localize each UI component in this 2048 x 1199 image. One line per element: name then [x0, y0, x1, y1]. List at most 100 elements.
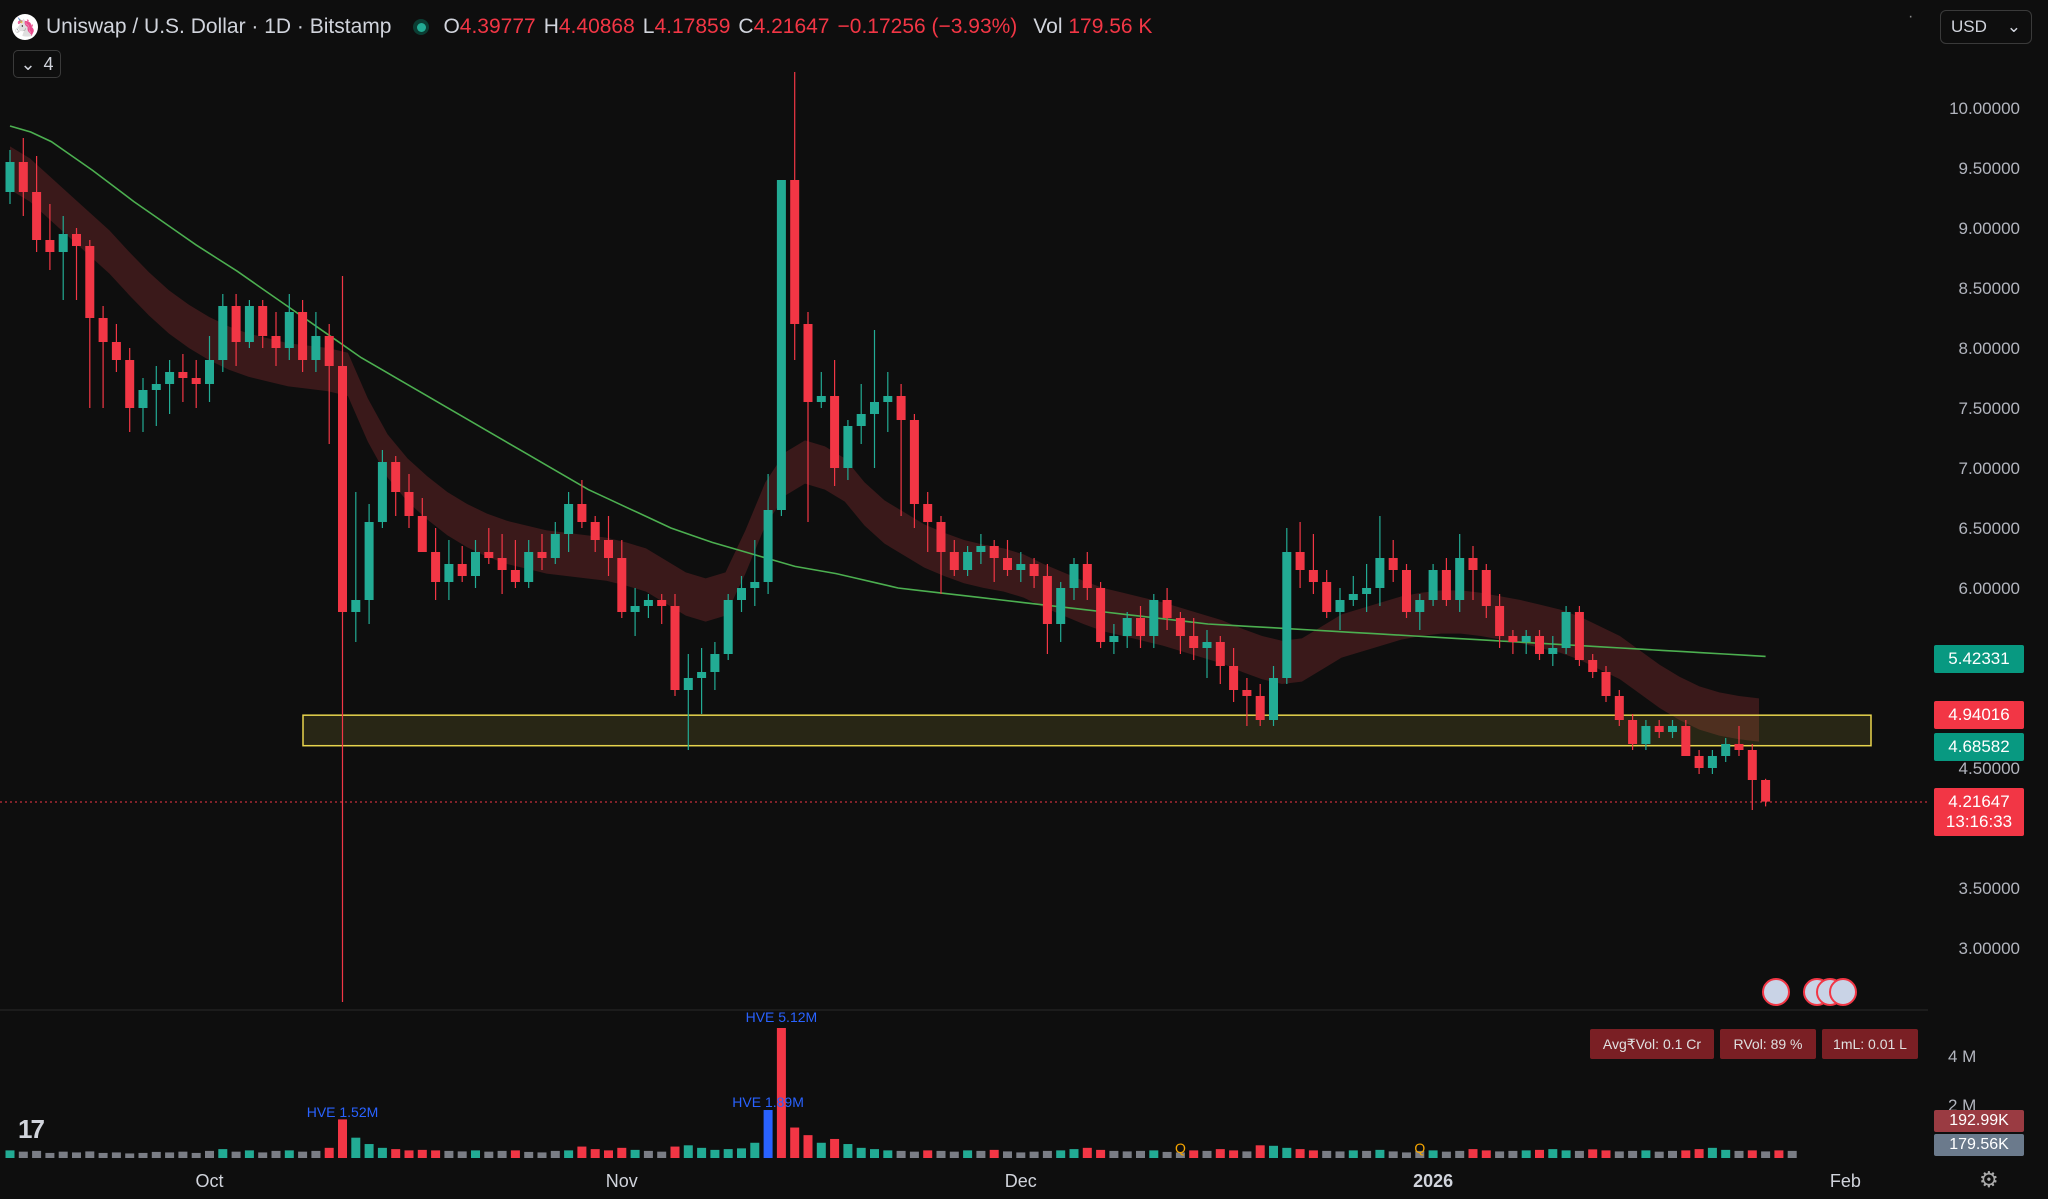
- candle-body: [923, 504, 933, 522]
- volume-bar: [151, 1151, 161, 1158]
- open-label: O: [443, 15, 460, 38]
- volume-bar: [856, 1147, 866, 1158]
- volume-bar: [1056, 1150, 1066, 1158]
- candle-body: [1468, 558, 1478, 570]
- candle-body: [1282, 552, 1292, 678]
- volume-bar: [1122, 1151, 1132, 1158]
- candle-body: [590, 522, 600, 540]
- avg-volume-stat: Avg₹Vol: 0.1 Cr: [1590, 1029, 1714, 1059]
- volume-bar: [1535, 1149, 1544, 1158]
- candle-body: [271, 336, 281, 348]
- candle-body: [151, 384, 161, 390]
- candle-body: [1734, 744, 1744, 750]
- volume-bar: [1282, 1147, 1292, 1158]
- volume-bar: [1774, 1150, 1784, 1158]
- candle-body: [1069, 564, 1079, 588]
- volume-tick-label: 4 M: [1948, 1047, 1976, 1066]
- candle-body: [896, 396, 906, 420]
- volume-bar: [989, 1149, 999, 1158]
- volume-bar: [1109, 1150, 1119, 1158]
- candle-body: [963, 552, 973, 570]
- volume-bar: [165, 1152, 175, 1158]
- candle-body: [364, 522, 374, 600]
- volume-bar: [763, 1110, 773, 1158]
- volume-bar: [1388, 1151, 1398, 1158]
- candle-body: [191, 378, 201, 384]
- x-tick-label: Dec: [1005, 1171, 1037, 1191]
- candle-body: [870, 402, 879, 414]
- volume-bar: [1694, 1149, 1704, 1158]
- x-tick-label: Nov: [606, 1171, 638, 1191]
- y-tick-label: 7.50000: [1959, 399, 2020, 418]
- volume-bar: [1308, 1150, 1318, 1158]
- tradingview-logo-icon[interactable]: 17: [18, 1114, 45, 1144]
- candle-body: [657, 600, 667, 606]
- candle-body: [218, 306, 228, 360]
- volume-bar: [1588, 1149, 1598, 1158]
- candle-body: [1295, 552, 1305, 570]
- y-tick-label: 8.00000: [1959, 339, 2020, 358]
- candle-body: [1694, 756, 1704, 768]
- y-tick-label: 4.50000: [1959, 759, 2020, 778]
- candle-body: [1162, 600, 1172, 618]
- candle-body: [1242, 690, 1252, 696]
- candle-body: [244, 306, 254, 342]
- more-options-icon[interactable]: ·: [1908, 8, 1914, 25]
- resistance-price-badge: 4.94016: [1934, 701, 2024, 729]
- volume-bar: [564, 1150, 574, 1158]
- volume-bar: [1481, 1150, 1491, 1158]
- volume-bar: [1348, 1150, 1358, 1158]
- volume-bar: [963, 1150, 973, 1158]
- us-flag-event-icon[interactable]: [1829, 978, 1857, 1006]
- candle-body: [1149, 600, 1159, 636]
- candle-body: [1229, 666, 1239, 690]
- candle-body: [524, 552, 534, 582]
- volume-bar: [1747, 1150, 1757, 1158]
- candle-body: [776, 180, 786, 510]
- volume-bar: [1402, 1152, 1411, 1158]
- candle-body: [1481, 570, 1491, 606]
- y-tick-label: 9.00000: [1959, 219, 2020, 238]
- volume-bar: [670, 1146, 680, 1158]
- volume-annotation: HVE 1.89M: [732, 1094, 804, 1110]
- volume-bar: [524, 1151, 534, 1158]
- volume-label: Vol: [1033, 15, 1063, 38]
- candle-body: [683, 678, 693, 690]
- volume-bar: [98, 1152, 108, 1158]
- volume-bar: [816, 1142, 826, 1158]
- currency-select[interactable]: USD ⌄: [1940, 10, 2032, 44]
- volume-bar: [617, 1147, 627, 1158]
- candle-body: [737, 588, 746, 600]
- volume-bar: [364, 1144, 374, 1158]
- symbol-title[interactable]: Uniswap / U.S. Dollar · 1D · Bitstamp: [46, 15, 392, 38]
- candle-body: [1535, 636, 1544, 654]
- candle-body: [497, 558, 507, 570]
- candle-body: [830, 396, 840, 468]
- volume-bar: [1628, 1150, 1638, 1158]
- low-value: 4.17859: [654, 15, 731, 38]
- candle-body: [1588, 660, 1598, 672]
- open-value: 4.39777: [459, 15, 536, 38]
- candle-body: [1082, 564, 1092, 588]
- y-tick-label: 10.00000: [1949, 99, 2020, 118]
- candle-body: [18, 162, 28, 192]
- indicators-toggle[interactable]: ⌄ 4: [13, 50, 61, 78]
- candle-body: [617, 558, 627, 612]
- market-status-icon[interactable]: [413, 19, 430, 35]
- volume-bar: [537, 1152, 547, 1158]
- candle-body: [1109, 636, 1119, 642]
- candle-body: [1362, 588, 1372, 594]
- gear-icon[interactable]: ⚙: [1979, 1167, 1999, 1192]
- volume-bar: [497, 1150, 507, 1158]
- candle-body: [856, 414, 866, 426]
- y-tick-label: 9.50000: [1959, 159, 2020, 178]
- candle-body: [1175, 618, 1185, 636]
- candle-body: [936, 522, 946, 552]
- us-flag-event-icon[interactable]: [1762, 978, 1790, 1006]
- volume-bar: [550, 1150, 560, 1158]
- volume-bar: [1335, 1151, 1345, 1158]
- volume-bar: [976, 1150, 986, 1158]
- volume-bar: [1654, 1151, 1664, 1158]
- high-value: 4.40868: [558, 15, 635, 38]
